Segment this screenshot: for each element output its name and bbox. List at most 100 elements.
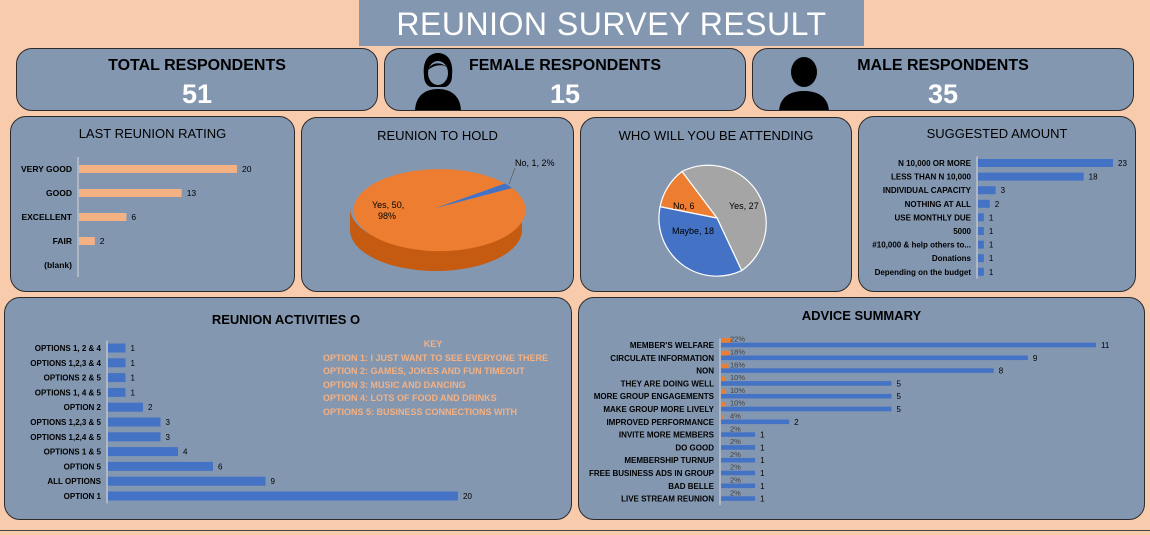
category-label: LESS THAN N 10,000 [891,173,972,182]
bar [108,447,178,457]
category-label: MAKE GROUP MORE LIVELY [603,405,714,414]
bar [978,172,1084,181]
percent-label: 10% [730,386,745,395]
category-label: OPTIONS 1,2,4 & 5 [30,433,101,442]
bar [978,254,984,263]
suggested-amount-chart: N 10,000 OR MORE 23 LESS THAN N 10,000 18 IN… [872,156,1127,279]
category-label: CIRCULATE INFORMATION [610,354,714,363]
category-label: OPTION 2 [64,403,102,412]
bar [108,476,266,486]
percent-label: 2% [730,437,741,446]
options-key-item: OPTION 4: LOTS OF FOOD AND DRINKS [323,393,497,403]
bar [721,393,892,399]
value-label: 13 [187,188,197,198]
percent-bar [721,363,729,369]
percent-label: 2% [730,450,741,459]
bar [978,213,984,222]
value-label: 2 [100,236,105,246]
female-respondents-label: FEMALE RESPONDENTS [468,57,661,74]
value-label: 1 [131,374,136,383]
value-label: 1 [989,254,994,263]
percent-label: 4% [730,412,741,421]
bar [108,387,126,397]
category-label: Depending on the budget [875,268,972,277]
category-label: MEMBER'S WELFARE [630,341,715,350]
pie-label-yes-line1: Yes, 50, [372,200,404,210]
value-label: 1 [760,495,765,504]
value-label: 11 [1101,341,1110,350]
pie-slice-yes [353,169,526,252]
category-label: FREE BUSINESS ADS IN GROUP [589,469,715,478]
male-person-icon [779,57,829,110]
value-label: 3 [166,418,171,427]
category-label: #10,000 & help others to... [872,241,971,250]
bar [978,227,984,235]
options-key-item: OPTION 3: MUSIC AND DANCING [323,379,466,390]
percent-bar [721,350,730,356]
category-label: NON [696,367,714,376]
category-label: USE MONTHLY DUE [895,213,972,222]
options-key-item: OPTION 2: GAMES, JOKES AND FUN TIMEOUT [323,366,525,376]
category-label: MORE GROUP ENGAGEMENTS [594,392,715,401]
bar [721,445,756,450]
pie-label-attend-yes: Yes, 27 [729,201,759,211]
value-label: 1 [989,268,994,277]
value-label: 1 [760,431,765,440]
pie-slice-attend-no [659,170,719,219]
category-label: N 10,000 OR MORE [898,159,972,168]
bar [79,165,237,173]
category-label: GOOD [46,188,72,198]
bar [721,406,892,412]
category-label: OPTIONS 1,2,3 & 4 [30,359,101,368]
bar [108,461,213,471]
bar [721,419,790,425]
percent-bar [721,338,731,343]
category-label: LIVE STREAM REUNION [621,495,714,504]
total-respondents-value: 51 [181,79,213,109]
last-reunion-rating-panel: LAST REUNION RATING VERY GOOD 20 GOOD 13 EXC… [10,116,295,292]
value-label: 6 [218,462,223,471]
value-label: 23 [1118,159,1127,168]
value-label: 5 [896,405,901,414]
bar [721,470,756,476]
value-label: 20 [463,492,472,501]
bar [721,381,892,386]
percent-label: 2% [730,476,741,485]
bar [978,159,1113,167]
advice-summary-title: ADVICE SUMMARY [801,308,922,323]
bar [108,343,126,353]
options-key: KEY OPTION 1: I JUST WANT TO SEE EVERYON… [323,338,548,419]
bar [978,267,984,276]
category-label: OPTIONS 2 & 5 [44,374,102,383]
percent-label: 22% [730,335,745,344]
reunion-to-hold-chart: No, 1, 2% Yes, 50, 98% [350,158,555,271]
bar [721,496,756,501]
category-label: ALL OPTIONS [47,477,101,486]
value-label: 1 [131,359,136,368]
total-respondents-label: TOTAL RESPONDENTS [108,57,286,74]
male-respondents-value: 35 [927,79,959,109]
pie-slice-no [436,183,512,208]
category-label: INVITE MORE MEMBERS [619,431,715,440]
male-respondents-label: MALE RESPONDENTS [857,57,1029,74]
category-label: INDIVIDUAL CAPACITY [883,186,972,195]
suggested-amount-title: SUGGESTED AMOUNT [926,126,1068,141]
value-label: 1 [131,344,136,353]
male-respondents-card: MALE RESPONDENTS 35 [752,48,1134,111]
female-respondents-card: FEMALE RESPONDENTS 15 [384,48,746,111]
options-key-item: OPTIONS 5: BUSINESS CONNECTIONS WITH [323,406,518,417]
category-label: EXCELLENT [21,212,72,222]
value-label: 1 [760,443,765,452]
last-reunion-rating-chart: VERY GOOD 20 GOOD 13 EXCELLENT 6 FAIR 2 (blank) [21,157,252,277]
female-respondents-value: 15 [549,79,581,109]
percent-bar [721,466,722,471]
bar [108,358,126,368]
category-label: OPTIONS 1,2,3 & 5 [30,418,101,427]
options-key-title: KEY [423,339,443,349]
category-label: MEMBERSHIP TURNUP [624,456,714,465]
bar [721,342,1096,348]
female-person-icon [415,53,461,110]
value-label: 6 [131,212,136,222]
bottom-divider [0,530,1150,531]
